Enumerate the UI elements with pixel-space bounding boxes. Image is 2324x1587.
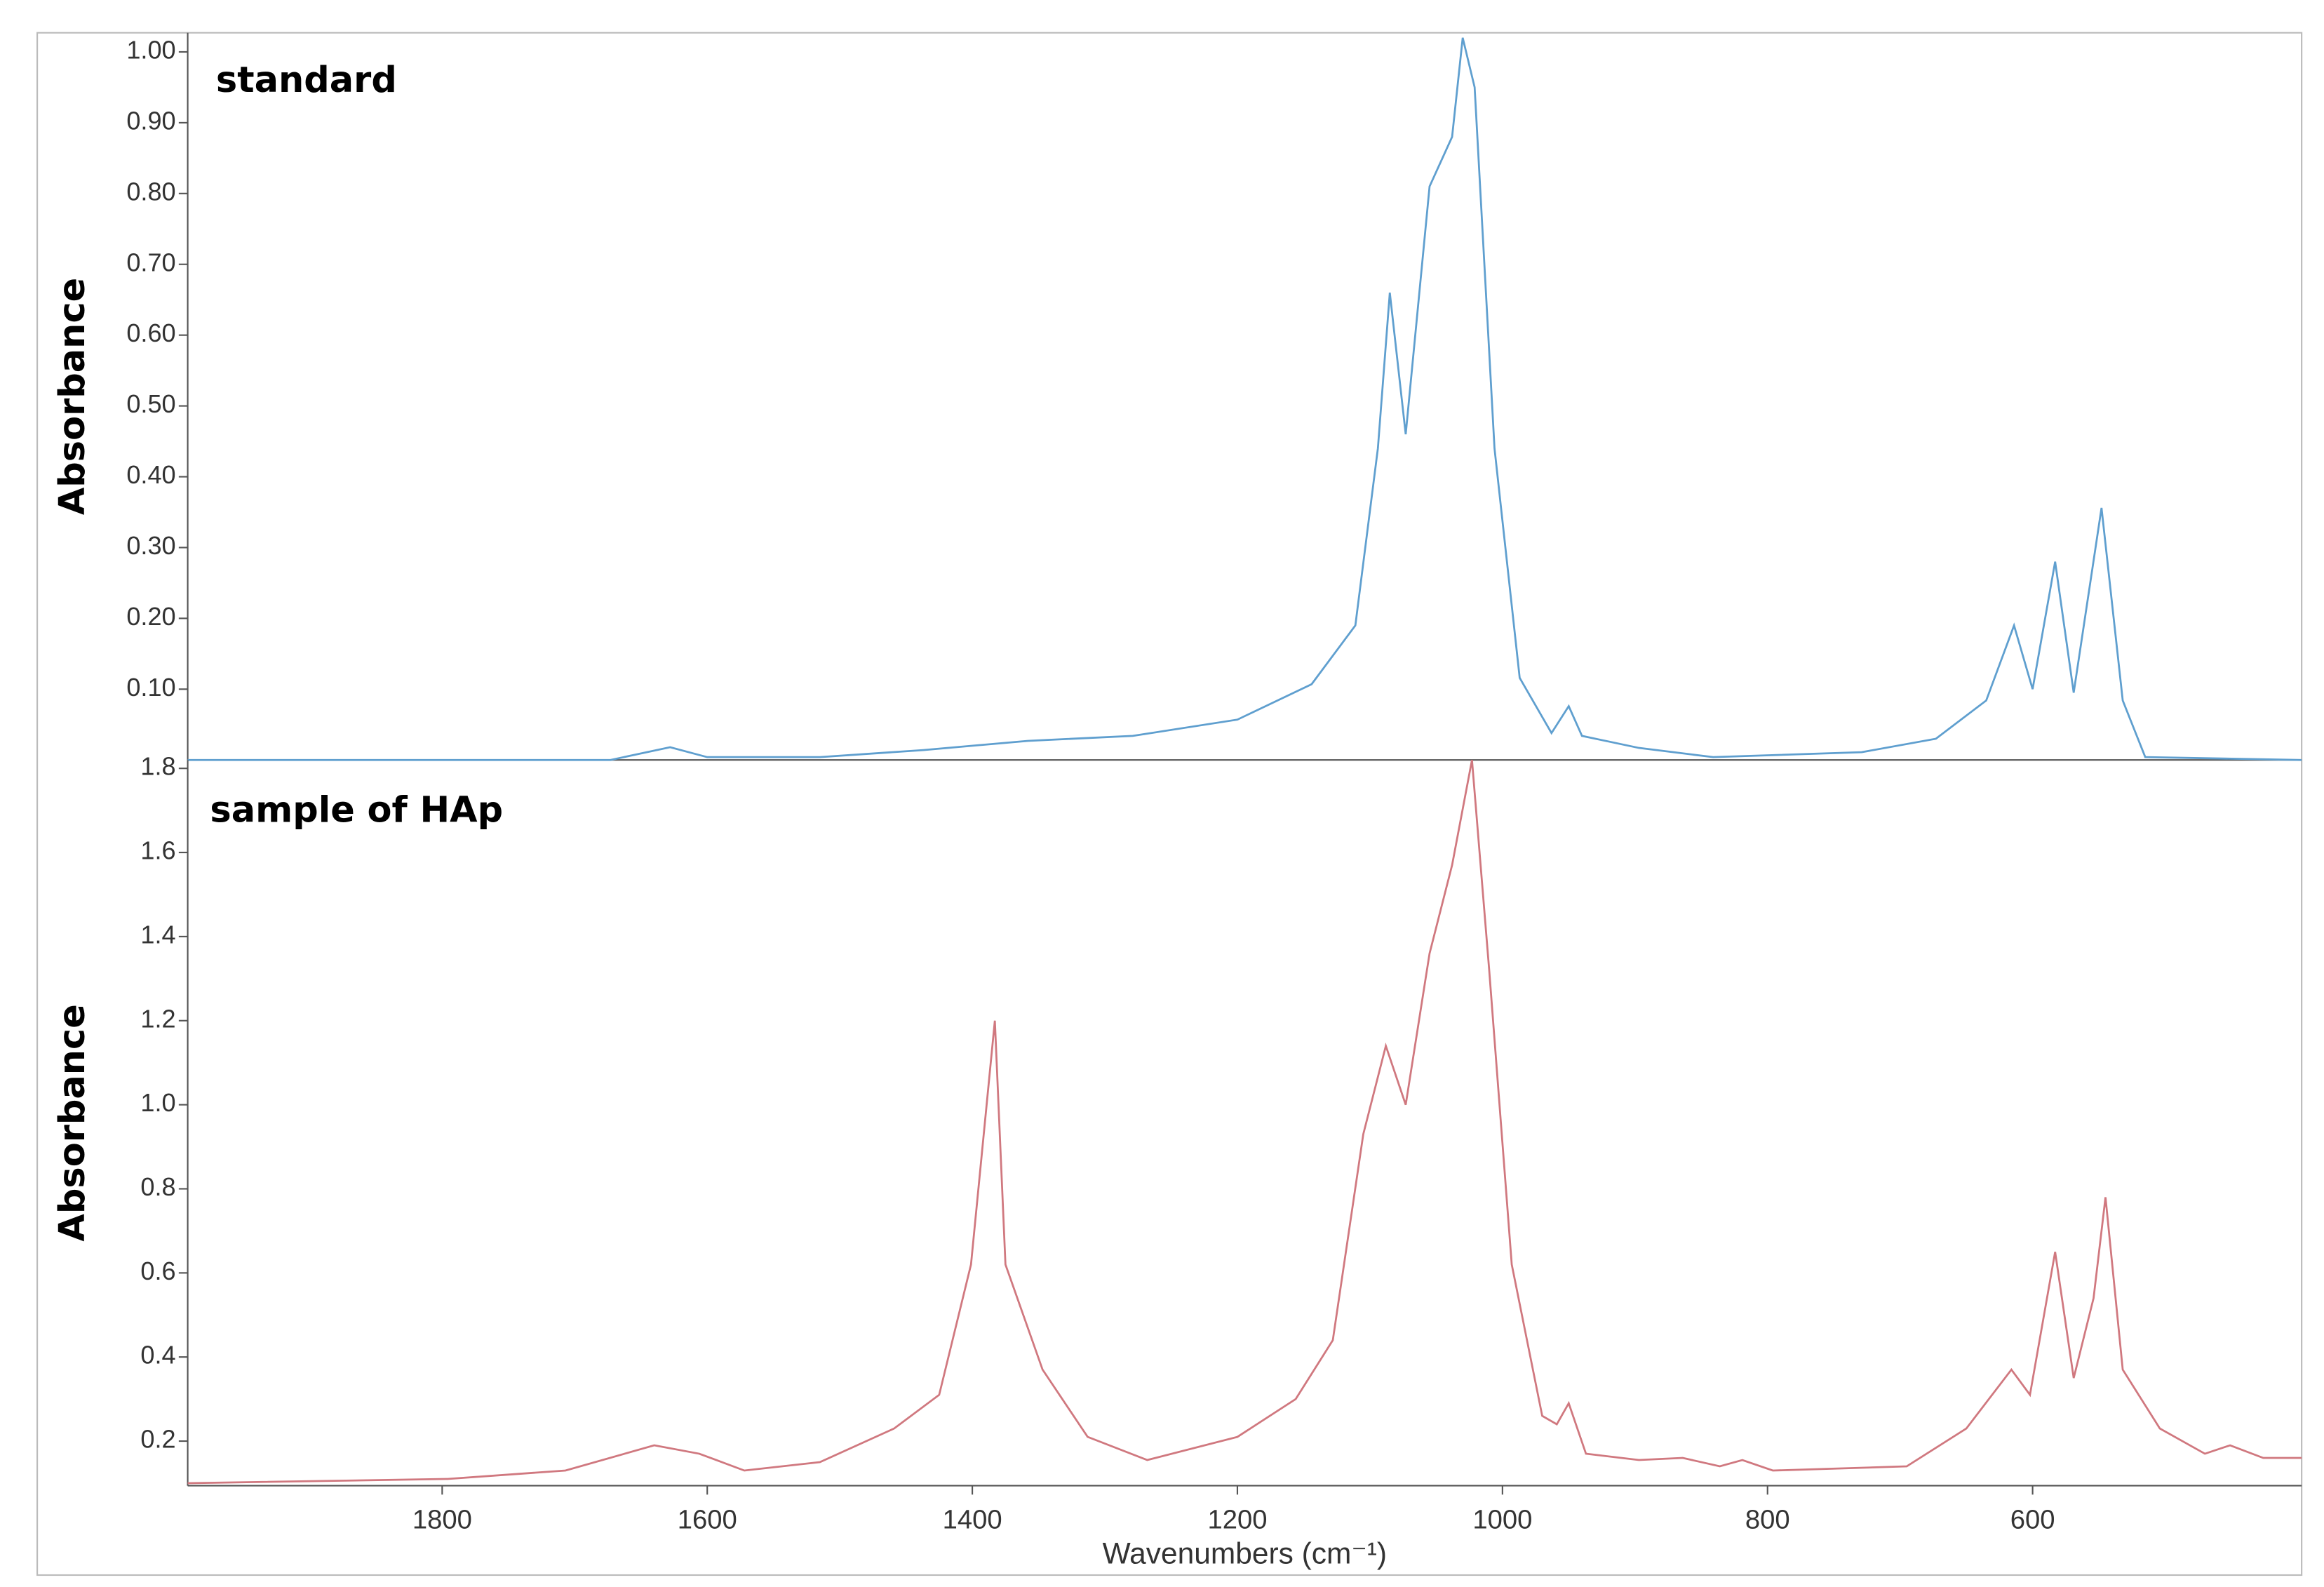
y-tick-label: 1.00	[126, 36, 175, 65]
x-tick-label: 1800	[412, 1505, 472, 1535]
x-tick-label: 1400	[943, 1505, 1002, 1535]
frame	[36, 32, 2303, 1576]
x-tick-label: 1200	[1207, 1505, 1267, 1535]
y-tick-label: 0.40	[126, 460, 175, 489]
y-tick-label: 1.8	[140, 752, 175, 781]
y-tick-label: 0.30	[126, 531, 175, 560]
y-tick-label: 0.80	[126, 177, 175, 206]
y-tick-label: 0.2	[140, 1425, 175, 1454]
panel-title: standard	[216, 60, 397, 101]
y-tick-label: 0.90	[126, 106, 175, 135]
y-tick-label: 0.60	[126, 319, 175, 347]
y-tick-label: 0.20	[126, 602, 175, 631]
x-tick-label: 1000	[1472, 1505, 1532, 1535]
y-tick-label: 0.8	[140, 1172, 175, 1201]
y-tick-label: 0.10	[126, 673, 175, 702]
x-tick-label: 800	[1745, 1505, 1790, 1535]
x-tick-label: 600	[2010, 1505, 2055, 1535]
x-tick-label: 1600	[678, 1505, 737, 1535]
y-tick-label: 0.6	[140, 1257, 175, 1285]
y-tick-label: 1.6	[140, 836, 175, 865]
y-tick-label: 1.2	[140, 1004, 175, 1033]
spectrum-line	[187, 37, 2302, 761]
y-tick-label: 0.70	[126, 248, 175, 276]
y-tick-label: 0.4	[140, 1341, 175, 1370]
x-axis-label: Wavenumbers (cm⁻¹)	[1103, 1537, 1387, 1570]
panel-title: sample of HAp	[210, 790, 503, 831]
y-tick-label: 1.0	[140, 1088, 175, 1117]
y-axis-label: Absorbance	[52, 278, 93, 515]
y-tick-label: 1.4	[140, 920, 175, 949]
y-tick-label: 0.50	[126, 389, 175, 418]
y-axis-label: Absorbance	[52, 1004, 93, 1241]
spectrum-line	[187, 759, 2302, 1485]
